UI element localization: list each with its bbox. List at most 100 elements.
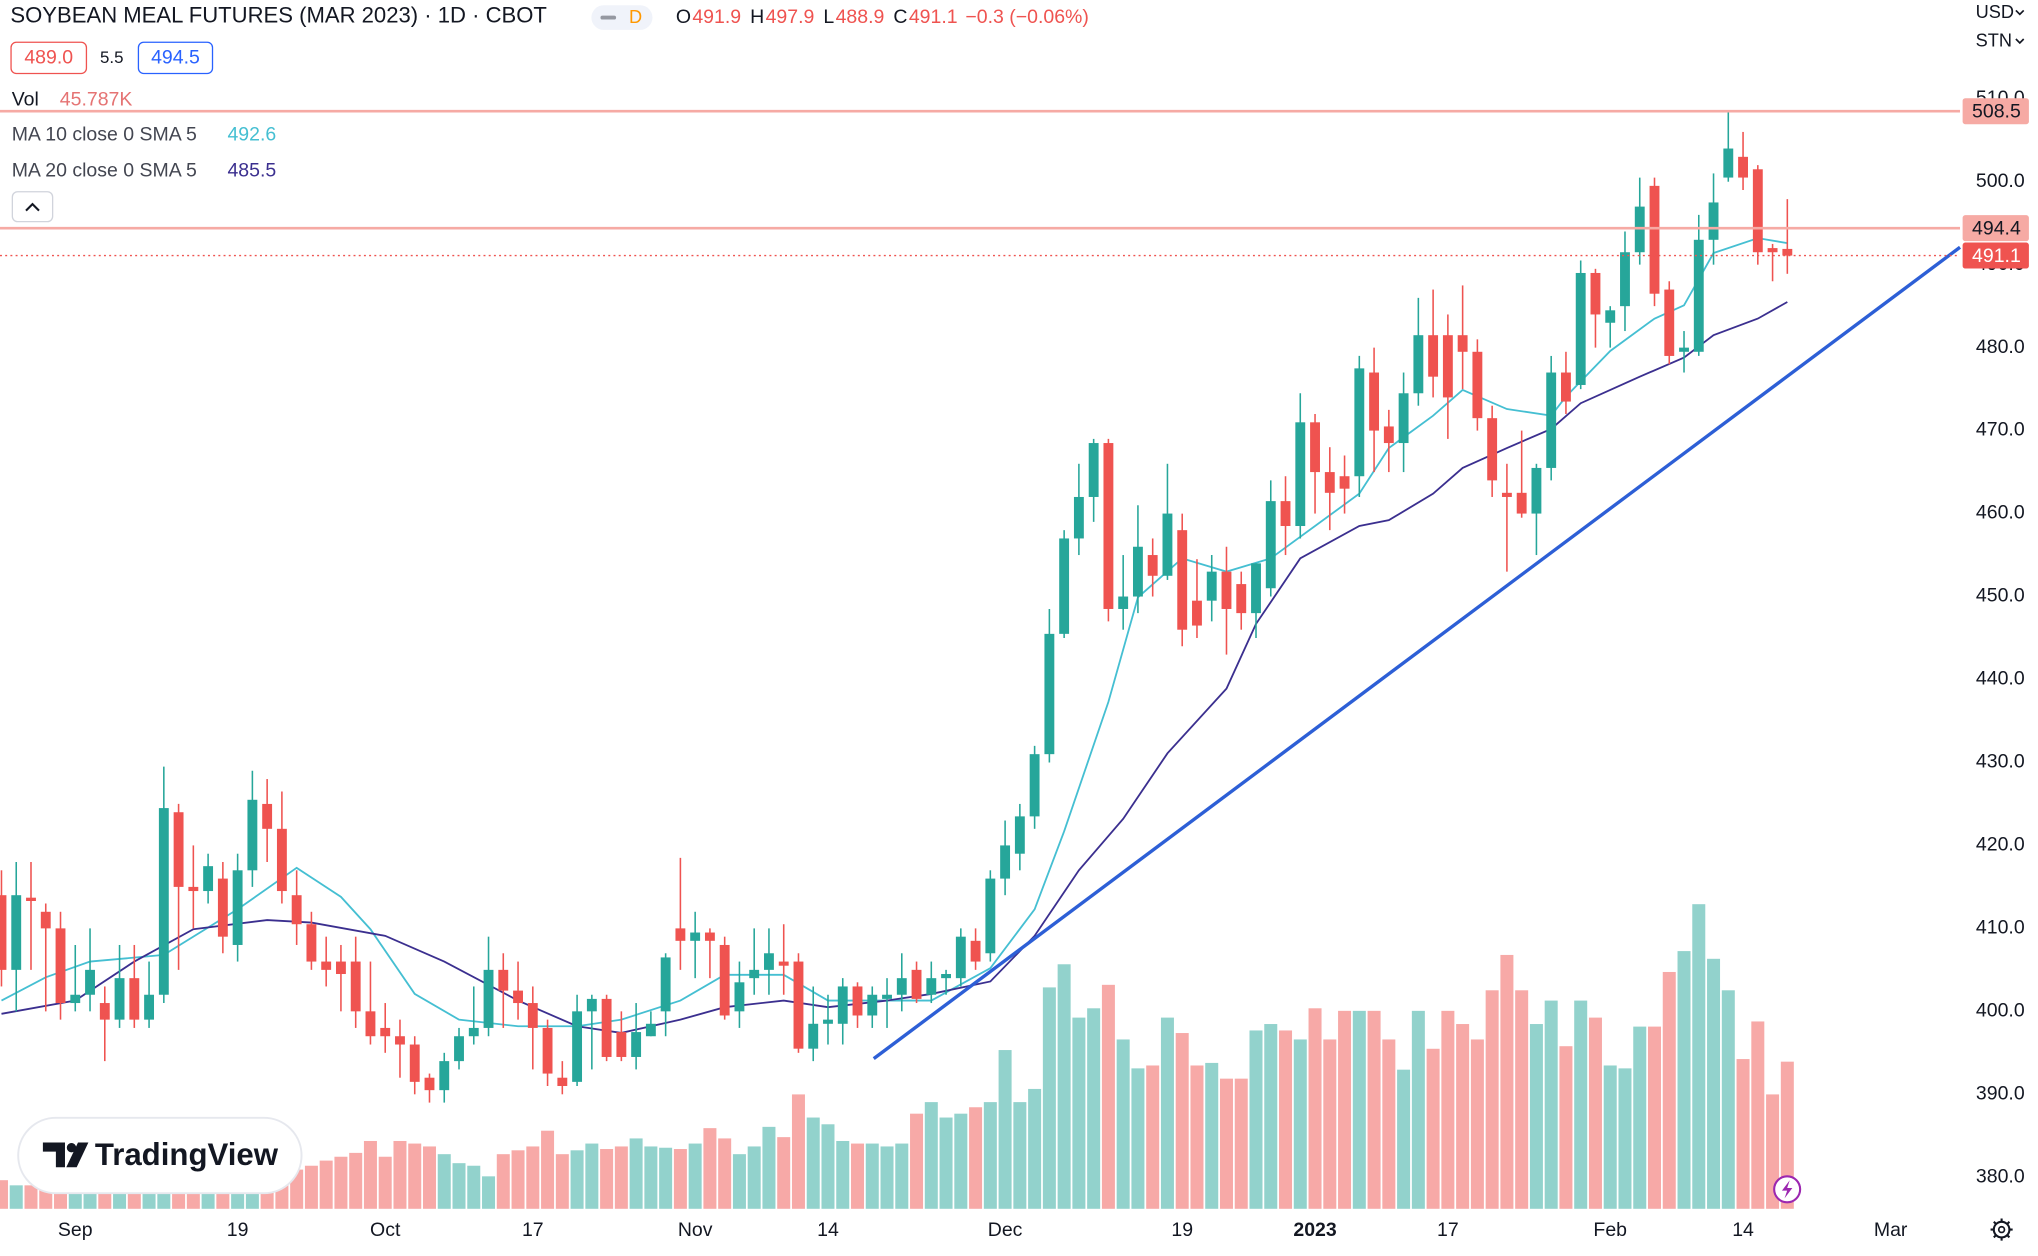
volume-bar (703, 1128, 717, 1209)
candle-body (1029, 754, 1040, 817)
volume-bar (1338, 1010, 1352, 1209)
volume-bar (1146, 1065, 1160, 1209)
volume-bar (895, 1143, 909, 1209)
candle-body (1251, 563, 1261, 614)
volume-bar (1559, 1046, 1573, 1209)
volume-bar (865, 1143, 879, 1209)
candle-body (852, 986, 863, 1016)
volume-bar (1101, 984, 1115, 1209)
volume-bar (806, 1117, 820, 1209)
candle-body (631, 1032, 642, 1057)
volume-bar (1470, 1039, 1484, 1209)
candle-body (203, 866, 214, 892)
badge[interactable] (591, 5, 653, 30)
volume-bar (1692, 904, 1706, 1209)
candle-body (1693, 239, 1704, 352)
volume-bar (1352, 1010, 1366, 1209)
volume-bar (1249, 1030, 1263, 1209)
candle-body (26, 897, 36, 902)
volume-bar (718, 1138, 732, 1209)
volume-bar (1072, 1017, 1086, 1209)
candle-body (99, 1003, 110, 1020)
candle-body (291, 895, 302, 925)
candle-body (557, 1077, 568, 1087)
volume-bar (1574, 1000, 1588, 1209)
candle-body (1561, 372, 1571, 402)
spread: 5.5 (100, 48, 123, 67)
candle-body (498, 969, 509, 991)
y-tick-label: 500.0 (1976, 170, 2025, 192)
y-tick-label: 470.0 (1976, 419, 2025, 441)
candle-body (247, 799, 258, 871)
ohlc-value: 491.9 (692, 6, 741, 28)
y-tick-label: 380.0 (1976, 1165, 2025, 1187)
candle-body (1590, 272, 1601, 315)
candle-body (1649, 185, 1660, 294)
last-price-box (1962, 242, 2029, 269)
volume-bar (24, 1185, 38, 1209)
volume-bar (1264, 1024, 1278, 1209)
candle-body (645, 1023, 656, 1037)
candle-body (276, 828, 287, 892)
candle-body (188, 886, 199, 892)
y-tick-label: 430.0 (1976, 751, 2025, 773)
candle-body (955, 936, 966, 979)
trend-line (872, 245, 1962, 1060)
candle-body (144, 994, 155, 1020)
axes: 380.0 390.0 400.0 410.0 420.0 430.0 440.0 450.0… (58, 87, 2029, 1241)
volume-bar (1648, 1026, 1661, 1209)
volume-bar (673, 1149, 687, 1209)
volume-bar (1441, 1010, 1455, 1209)
volume-bar (526, 1146, 540, 1209)
volume-bar (1234, 1078, 1248, 1209)
candle-body (1442, 335, 1453, 398)
unit[interactable]: STN (1976, 30, 2012, 50)
volume-bar (1131, 1068, 1145, 1209)
candle-body (616, 1032, 627, 1057)
volume-bar (821, 1124, 835, 1209)
candle-body (719, 944, 730, 1016)
candle-body (1162, 513, 1173, 576)
candle-body (1516, 492, 1527, 514)
volume-bar (1707, 958, 1721, 1209)
ohlc-change: −0.3 (−0.06%) (965, 6, 1088, 28)
volume-bar (1190, 1065, 1204, 1209)
volume-bar (334, 1156, 348, 1209)
x-tick-label: 14 (817, 1219, 839, 1241)
interval-badge: D (629, 7, 642, 27)
volume-bar (1323, 1039, 1337, 1209)
logo-pill[interactable] (17, 1116, 303, 1195)
overlay: SOYBEAN MEAL FUTURES (MAR 2023) · 1D · C… (10, 2, 2025, 1241)
volume-bar (408, 1143, 422, 1209)
x-tick-label: 19 (1171, 1219, 1193, 1241)
candle-body (764, 953, 774, 970)
x-tick-label: 17 (1437, 1219, 1459, 1241)
ohlc-key: L (823, 6, 834, 28)
price-box (1962, 215, 2029, 242)
currency[interactable]: USD (1976, 2, 2014, 22)
settings-icon (1990, 1218, 2013, 1241)
volume-bar (9, 1185, 23, 1209)
ask-box[interactable] (137, 41, 214, 75)
volume-bar (482, 1176, 496, 1209)
volume-bar (910, 1113, 924, 1209)
candle-body (321, 961, 332, 970)
candle-body (380, 1027, 391, 1037)
candle-body (1708, 202, 1719, 240)
candle-body (867, 994, 878, 1016)
candle-body (1413, 335, 1424, 394)
volume-bar (1485, 990, 1499, 1209)
volume-bar (1588, 1017, 1602, 1209)
volume-bar (1426, 1048, 1440, 1209)
candle-body (1103, 443, 1114, 609)
candle-body (409, 1044, 420, 1082)
candle-body (40, 911, 51, 929)
volume-bar (1308, 1008, 1322, 1209)
candle-body (0, 895, 7, 970)
chart-title: SOYBEAN MEAL FUTURES (MAR 2023) · 1D · C… (10, 3, 547, 28)
bid-box[interactable] (10, 41, 88, 75)
candle-body (601, 998, 612, 1057)
candle-body (1147, 555, 1158, 576)
volume-bar (422, 1146, 436, 1209)
collapse-button[interactable] (11, 191, 54, 223)
